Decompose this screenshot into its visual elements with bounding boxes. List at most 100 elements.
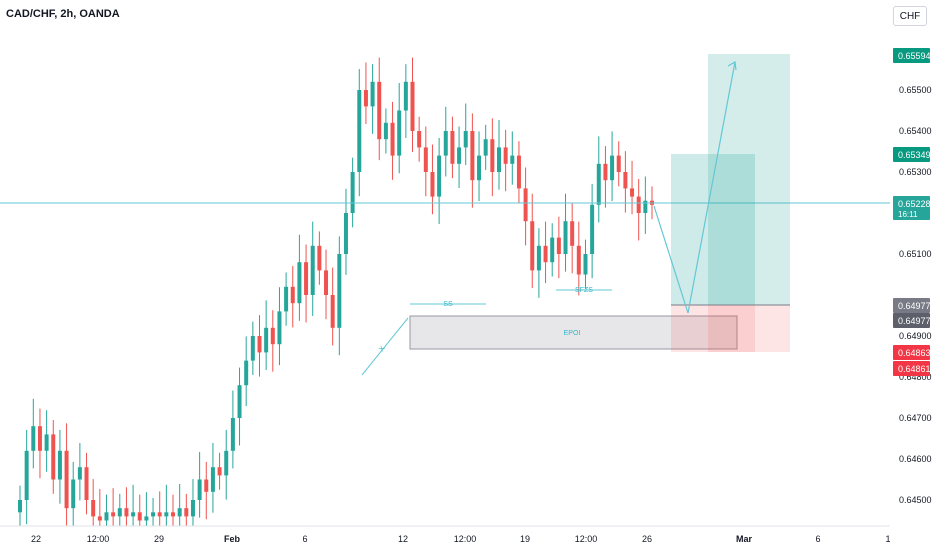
- candle-body: [390, 122, 395, 156]
- candle-body: [443, 131, 448, 156]
- candle-body: [84, 467, 89, 500]
- candle-body: [18, 500, 22, 513]
- price-tick-label: 0.64900: [899, 331, 932, 341]
- price-tick-label: 0.65300: [899, 167, 932, 177]
- price-tick-label: 0.65500: [899, 85, 932, 95]
- candle-body: [310, 245, 315, 295]
- time-tick-label: 6: [302, 534, 307, 544]
- long-position-2-profit[interactable]: [708, 54, 790, 305]
- candle-body: [71, 479, 76, 509]
- candle-body: [403, 81, 408, 111]
- candle-body: [237, 385, 242, 418]
- candle-body: [516, 155, 521, 189]
- price-tick-label: 0.65400: [899, 126, 932, 136]
- price-label-text: 0.65594: [898, 51, 931, 61]
- currency-button[interactable]: CHF: [893, 6, 927, 26]
- price-label-box: [893, 48, 930, 63]
- candle-body: [177, 508, 182, 517]
- price-tick-label: 0.64600: [899, 454, 932, 464]
- price-axis[interactable]: [890, 0, 932, 550]
- time-tick-label: 19: [520, 534, 530, 544]
- candle-body: [457, 147, 462, 164]
- candle-body: [111, 512, 116, 517]
- candle-body: [230, 418, 235, 451]
- price-tick-label: 0.64500: [899, 495, 932, 505]
- candle-body: [503, 147, 508, 164]
- candle-body: [44, 434, 49, 451]
- candle-body: [31, 426, 36, 451]
- long-position-1-loss[interactable]: [671, 305, 755, 352]
- epoi-zone[interactable]: [409, 315, 738, 350]
- candle-body: [357, 90, 362, 172]
- candle-body: [337, 254, 342, 328]
- candle-body: [570, 221, 575, 246]
- price-label-countdown: 16:11: [898, 210, 918, 219]
- candle-body: [596, 163, 601, 205]
- time-axis[interactable]: [0, 526, 890, 550]
- time-tick-label: 22: [31, 534, 41, 544]
- candle-body: [124, 508, 129, 517]
- candle-body: [210, 467, 215, 492]
- price-label-box: [893, 147, 930, 162]
- candle-body: [636, 196, 641, 213]
- candle-body: [190, 500, 195, 517]
- plot-area[interactable]: [0, 0, 890, 526]
- price-label-text: 0.64977: [898, 316, 931, 326]
- candle-body: [377, 81, 382, 140]
- candle-body: [530, 221, 535, 271]
- candle-body: [164, 512, 169, 517]
- candle-body: [483, 139, 488, 156]
- candle-body: [410, 81, 415, 131]
- candle-body: [24, 450, 29, 500]
- candle-body: [77, 467, 82, 480]
- candle-body: [510, 155, 515, 164]
- candle-body: [556, 237, 561, 254]
- price-label-box: [893, 361, 930, 376]
- candle-body: [264, 327, 269, 353]
- candle-body: [324, 270, 329, 295]
- candle-body: [64, 450, 69, 509]
- candle-body: [284, 286, 289, 312]
- price-label-text: 0.65228: [898, 199, 931, 209]
- candle-body: [330, 295, 335, 328]
- candle-body: [350, 172, 355, 213]
- candle-body: [643, 200, 648, 213]
- price-label-box: [893, 298, 930, 313]
- candle-body: [423, 147, 428, 172]
- candle-body: [343, 213, 348, 254]
- symbol-title: CAD/CHF, 2h, OANDA: [6, 8, 120, 20]
- candle-body: [563, 221, 568, 254]
- long-position-2-loss[interactable]: [708, 305, 790, 352]
- candle-body: [523, 188, 528, 222]
- candle-body: [137, 512, 142, 521]
- sfzs-label: SFZS: [575, 287, 593, 294]
- x-trendline: [361, 317, 409, 376]
- time-tick-label: 1: [885, 534, 890, 544]
- candle-body: [450, 131, 455, 164]
- time-tick-label: 12: [398, 534, 408, 544]
- candle-body: [171, 512, 176, 517]
- candle-body: [576, 245, 581, 275]
- candle-body: [616, 155, 621, 172]
- price-label-box: [893, 196, 930, 220]
- epoi-label: EPOI: [564, 330, 581, 337]
- candle-body: [257, 336, 262, 353]
- price-label-text: 0.64977: [898, 301, 931, 311]
- time-tick-label: 29: [154, 534, 164, 544]
- candle-body: [37, 426, 42, 451]
- candle-body: [270, 327, 275, 345]
- candle-body: [144, 516, 149, 521]
- candle-body: [304, 262, 309, 295]
- candle-body: [463, 131, 468, 148]
- candle-body: [536, 245, 541, 271]
- projected-arrow-head: [727, 61, 737, 71]
- time-tick-label: 26: [642, 534, 652, 544]
- price-tick-label: 0.64700: [899, 413, 932, 423]
- time-tick-label: 12:00: [87, 534, 110, 544]
- candle-body: [430, 172, 435, 197]
- candle-body: [490, 139, 495, 172]
- price-tick-label: 0.65100: [899, 249, 932, 259]
- candle-body: [550, 237, 555, 263]
